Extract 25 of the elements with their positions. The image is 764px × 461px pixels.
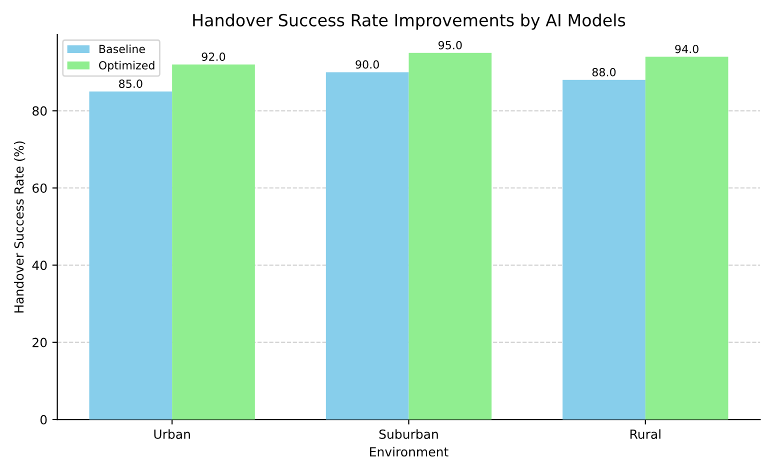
bar (562, 80, 646, 420)
data-label: 88.0 (592, 68, 616, 76)
bar (326, 72, 409, 420)
legend-label: Baseline (100, 44, 145, 54)
data-label: 95.0 (438, 40, 462, 50)
bar (89, 91, 172, 420)
bar (172, 64, 255, 420)
data-label: 92.0 (202, 52, 226, 61)
x-axis-title: Environment (370, 446, 448, 457)
bar (408, 52, 492, 420)
x-tick-label: Suburban (379, 429, 438, 439)
data-label: 90.0 (356, 60, 379, 69)
data-label: 94.0 (675, 44, 698, 54)
data-label: 85.0 (119, 80, 142, 88)
y-axis-title: Handover Success Rate (%) (14, 141, 26, 312)
y-tick-label: 60 (32, 183, 47, 193)
y-tick-label: 80 (32, 106, 47, 116)
x-tick-label: Rural (630, 429, 660, 439)
x-tick-label: Urban (154, 429, 190, 439)
bar (645, 56, 728, 420)
chart-title: Handover Success Rate Improvements by AI Models (193, 14, 626, 30)
y-tick-label: 0 (40, 414, 47, 424)
y-tick-label: 40 (32, 260, 47, 270)
y-tick-label: 20 (32, 338, 47, 348)
legend-label: Optimized (99, 60, 154, 72)
